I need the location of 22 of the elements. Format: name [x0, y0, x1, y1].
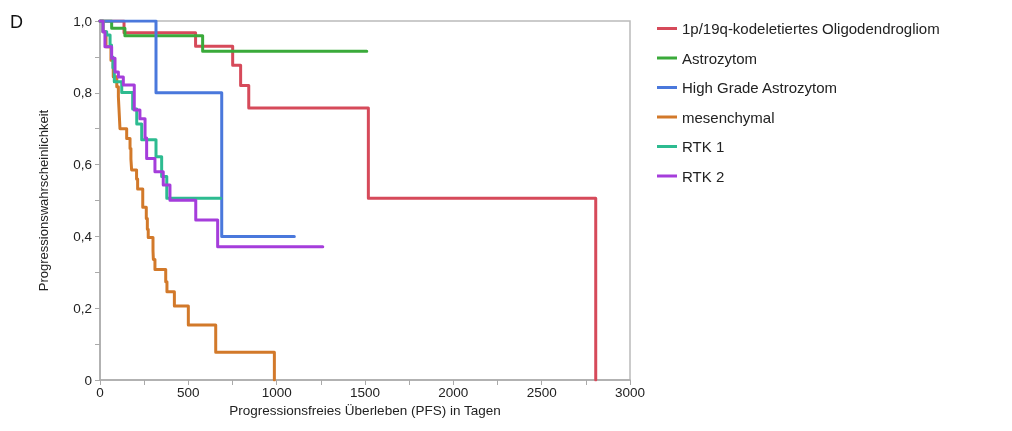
x-tick-label: 0	[96, 384, 104, 400]
legend-label: mesenchymal	[682, 108, 775, 126]
x-axis-title: Progressionsfreies Überleben (PFS) in Tagen	[229, 403, 501, 419]
y-tick-label: 0,6	[73, 157, 92, 173]
legend-label: Astrozytom	[682, 49, 758, 67]
legend-label: High Grade Astrozytom	[682, 79, 838, 96]
y-tick-label: 0,4	[73, 228, 93, 244]
x-tick-label: 2500	[526, 384, 557, 400]
x-tick-label: 500	[177, 384, 200, 400]
x-tick-label: 1500	[349, 384, 381, 400]
text: D	[10, 12, 23, 32]
x-tick-label: 2000	[438, 384, 469, 400]
y-axis-title: Progressionswahrscheinlichkeit	[36, 109, 51, 292]
y-tick-label: 1,0	[73, 13, 92, 29]
y-tick-label: 0	[84, 372, 92, 388]
x-tick-label: 3000	[614, 384, 646, 400]
y-tick-label: 0,2	[73, 300, 92, 316]
x-tick-label: 1000	[261, 384, 292, 400]
y-tick-label: 0,8	[73, 85, 92, 101]
legend-label: 1p/19q-kodeletiertes Oligodendrogliom	[682, 20, 940, 37]
legend-label: RTK 1	[682, 138, 725, 155]
legend-label: RTK 2	[682, 167, 725, 185]
